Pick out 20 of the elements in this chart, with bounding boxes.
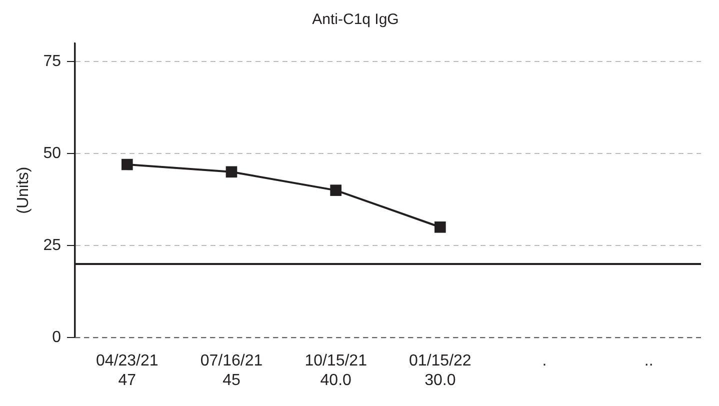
point [330, 184, 342, 196]
y-tick-label: 50 [43, 144, 62, 162]
x-tick-label: 10/15/21 [304, 352, 368, 370]
data-label: 40.0 [320, 372, 352, 389]
x-tick-label: 07/16/21 [200, 352, 263, 370]
x-tick-label: 01/15/22 [409, 352, 472, 370]
data-label: 47 [118, 372, 136, 389]
x-tick-label: .. [644, 352, 654, 370]
data-label: 45 [222, 372, 240, 389]
y-axis-title: (Units) [15, 166, 32, 214]
point [122, 158, 133, 170]
x-tick-label: . [542, 352, 547, 370]
chart-title: Anti-C1q IgG [312, 11, 399, 28]
y-tick-label: 25 [43, 236, 62, 254]
x-tick-label: 04/23/21 [96, 352, 158, 370]
point [226, 166, 238, 178]
data-label: 30.0 [424, 372, 456, 389]
y-tick-label: 0 [52, 329, 62, 346]
y-tick-label: 75 [43, 52, 62, 70]
point [434, 221, 446, 233]
